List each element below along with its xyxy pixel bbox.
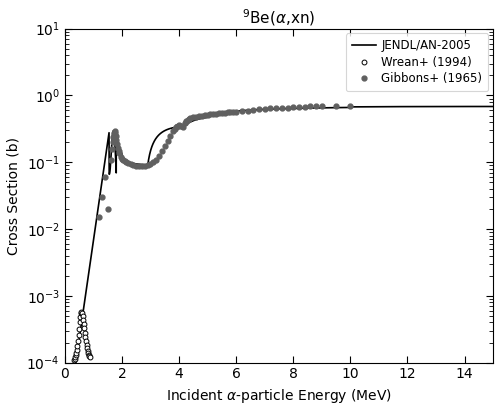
Wrean+ (1994) <box>76 326 82 331</box>
Wrean+ (1994) <box>74 351 80 356</box>
Wrean+ (1994) <box>72 355 78 360</box>
Line: Gibbons+ (1965): Gibbons+ (1965) <box>96 103 353 220</box>
JENDL/AN-2005 <box>70 380 76 385</box>
Gibbons+ (1965) <box>224 110 230 115</box>
Wrean+ (1994) <box>72 353 78 358</box>
Wrean+ (1994) <box>86 351 91 356</box>
X-axis label: Incident $\alpha$-particle Energy (MeV): Incident $\alpha$-particle Energy (MeV) <box>166 387 392 405</box>
Wrean+ (1994) <box>74 347 80 352</box>
Legend: JENDL/AN-2005, Wrean+ (1994), Gibbons+ (1965): JENDL/AN-2005, Wrean+ (1994), Gibbons+ (… <box>346 33 488 91</box>
JENDL/AN-2005 <box>199 116 205 121</box>
Wrean+ (1994) <box>80 314 86 318</box>
Wrean+ (1994) <box>74 344 80 349</box>
Gibbons+ (1965) <box>333 103 339 108</box>
Gibbons+ (1965) <box>348 103 354 108</box>
Wrean+ (1994) <box>80 317 86 322</box>
Wrean+ (1994) <box>84 346 90 351</box>
Wrean+ (1994) <box>83 339 89 344</box>
JENDL/AN-2005 <box>138 162 143 167</box>
Wrean+ (1994) <box>86 353 92 358</box>
Wrean+ (1994) <box>82 335 88 340</box>
Wrean+ (1994) <box>84 349 90 353</box>
Line: JENDL/AN-2005: JENDL/AN-2005 <box>73 106 493 383</box>
Gibbons+ (1965) <box>99 195 105 200</box>
Title: $^{9}$Be($\alpha$,xn): $^{9}$Be($\alpha$,xn) <box>242 7 316 28</box>
Wrean+ (1994) <box>78 315 84 320</box>
Wrean+ (1994) <box>78 311 84 316</box>
Wrean+ (1994) <box>78 309 84 314</box>
Wrean+ (1994) <box>87 355 93 360</box>
Wrean+ (1994) <box>71 357 77 362</box>
Wrean+ (1994) <box>82 325 87 330</box>
Wrean+ (1994) <box>79 311 85 316</box>
Gibbons+ (1965) <box>174 123 180 128</box>
Wrean+ (1994) <box>80 321 86 326</box>
Wrean+ (1994) <box>76 332 82 337</box>
JENDL/AN-2005 <box>138 162 144 167</box>
Line: Wrean+ (1994): Wrean+ (1994) <box>72 309 92 362</box>
Wrean+ (1994) <box>84 342 89 347</box>
Gibbons+ (1965) <box>168 133 173 138</box>
Wrean+ (1994) <box>82 330 88 335</box>
Y-axis label: Cross Section (b): Cross Section (b) <box>7 137 21 255</box>
Wrean+ (1994) <box>86 353 92 358</box>
JENDL/AN-2005 <box>86 265 92 270</box>
JENDL/AN-2005 <box>490 104 496 109</box>
Wrean+ (1994) <box>72 356 78 361</box>
Wrean+ (1994) <box>75 339 81 344</box>
Gibbons+ (1965) <box>96 215 102 220</box>
JENDL/AN-2005 <box>99 178 105 183</box>
Gibbons+ (1965) <box>109 146 115 151</box>
Gibbons+ (1965) <box>239 109 245 114</box>
Wrean+ (1994) <box>76 320 82 325</box>
JENDL/AN-2005 <box>256 107 262 112</box>
